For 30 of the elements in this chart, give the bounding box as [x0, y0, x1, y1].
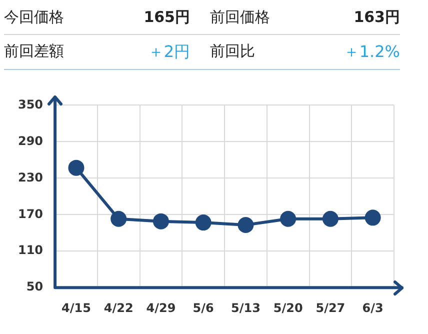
text: 165円 — [144, 8, 190, 26]
text: 前回比 — [210, 42, 255, 62]
y-tick-label: 350 — [18, 97, 44, 112]
x-tick-label: 4/22 — [104, 300, 134, 315]
point — [195, 214, 212, 231]
text: ＋1.2% — [343, 42, 400, 62]
y-tick-label: 110 — [18, 243, 44, 258]
text: 前回価格 — [210, 8, 270, 26]
x-tick-label: 5/6 — [192, 300, 214, 315]
x-tick-label: 4/29 — [146, 300, 176, 315]
x-tick-label: 5/13 — [230, 300, 260, 315]
text: 今回価格 — [4, 8, 64, 26]
text: 前回差額 — [4, 42, 64, 62]
point — [68, 160, 84, 176]
point — [322, 210, 338, 227]
y-tick-label: 170 — [18, 206, 44, 221]
point — [110, 210, 127, 227]
x-tick-label: 4/15 — [62, 300, 91, 315]
x-tick-label: 5/27 — [316, 300, 346, 315]
x-tick-label: 5/20 — [273, 300, 303, 315]
point — [280, 210, 296, 227]
text: ＋2円 — [148, 42, 190, 62]
y-tick-label: 290 — [18, 134, 44, 148]
text: 163円 — [354, 8, 400, 26]
point — [238, 216, 254, 233]
x-tick-label: 6/3 — [362, 300, 384, 315]
y-tick-label: 50 — [26, 280, 44, 294]
point — [152, 213, 169, 230]
point — [364, 210, 381, 226]
y-tick-label: 230 — [18, 170, 44, 184]
